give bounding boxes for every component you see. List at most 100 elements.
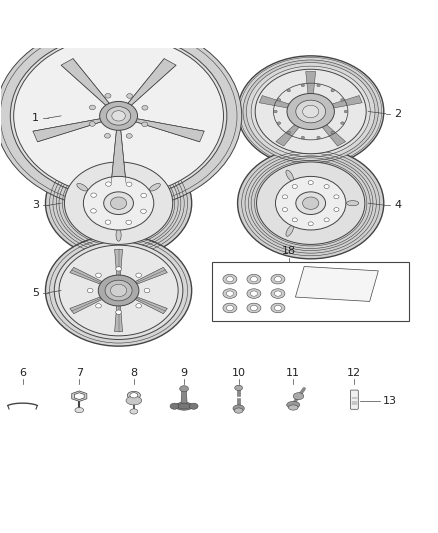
Text: 7: 7 [76, 368, 83, 378]
Ellipse shape [287, 93, 334, 130]
Polygon shape [276, 119, 304, 146]
Ellipse shape [98, 275, 139, 306]
Ellipse shape [271, 303, 285, 313]
Text: 9: 9 [180, 368, 187, 378]
Ellipse shape [286, 225, 293, 236]
Ellipse shape [149, 183, 160, 191]
Polygon shape [72, 391, 87, 401]
Ellipse shape [308, 181, 313, 184]
Polygon shape [61, 59, 111, 108]
Text: 3: 3 [32, 200, 39, 211]
Ellipse shape [257, 162, 365, 245]
Ellipse shape [14, 36, 223, 196]
Text: 13: 13 [383, 396, 397, 406]
Ellipse shape [141, 209, 146, 213]
Ellipse shape [47, 62, 190, 170]
Ellipse shape [142, 122, 148, 127]
Ellipse shape [112, 111, 125, 121]
Ellipse shape [106, 182, 111, 186]
Polygon shape [181, 389, 187, 403]
Ellipse shape [276, 176, 346, 230]
Ellipse shape [344, 110, 348, 113]
FancyBboxPatch shape [350, 390, 358, 409]
Ellipse shape [177, 403, 191, 409]
Ellipse shape [251, 66, 370, 157]
Ellipse shape [95, 273, 101, 277]
Ellipse shape [91, 193, 96, 197]
Ellipse shape [170, 403, 179, 409]
Ellipse shape [303, 106, 319, 118]
Ellipse shape [130, 409, 138, 414]
Polygon shape [132, 118, 204, 142]
Ellipse shape [247, 62, 375, 160]
Text: 4: 4 [395, 200, 402, 211]
Ellipse shape [234, 408, 243, 413]
Ellipse shape [301, 84, 304, 87]
Ellipse shape [180, 386, 188, 392]
Ellipse shape [127, 94, 133, 98]
Polygon shape [70, 294, 109, 314]
Ellipse shape [116, 310, 121, 314]
Ellipse shape [104, 133, 110, 138]
Text: 8: 8 [130, 368, 138, 378]
Ellipse shape [104, 192, 134, 214]
Polygon shape [295, 266, 378, 302]
Ellipse shape [237, 148, 384, 259]
Ellipse shape [271, 289, 285, 298]
Ellipse shape [293, 393, 304, 400]
Ellipse shape [303, 197, 319, 209]
Ellipse shape [126, 134, 132, 138]
Ellipse shape [116, 266, 121, 271]
Ellipse shape [110, 197, 127, 209]
Ellipse shape [255, 69, 366, 154]
Ellipse shape [136, 304, 141, 308]
Polygon shape [128, 268, 167, 287]
Polygon shape [306, 71, 316, 101]
Ellipse shape [251, 305, 258, 311]
Ellipse shape [275, 305, 282, 311]
Ellipse shape [223, 303, 237, 313]
Ellipse shape [95, 304, 101, 308]
Ellipse shape [287, 401, 300, 408]
Ellipse shape [275, 291, 282, 296]
Ellipse shape [89, 122, 95, 126]
Ellipse shape [296, 192, 325, 214]
Ellipse shape [141, 193, 147, 198]
Ellipse shape [277, 122, 281, 124]
Ellipse shape [283, 195, 287, 199]
Ellipse shape [46, 148, 192, 259]
Text: 12: 12 [347, 368, 361, 378]
Ellipse shape [77, 183, 88, 191]
Polygon shape [74, 393, 84, 400]
Polygon shape [259, 95, 299, 110]
Ellipse shape [277, 99, 281, 101]
Ellipse shape [334, 195, 339, 199]
Ellipse shape [324, 184, 329, 189]
Ellipse shape [105, 93, 111, 98]
Polygon shape [33, 118, 105, 142]
Ellipse shape [0, 22, 242, 209]
Ellipse shape [83, 176, 154, 230]
Ellipse shape [317, 136, 320, 139]
Ellipse shape [251, 277, 258, 282]
Ellipse shape [126, 182, 132, 187]
Polygon shape [323, 95, 362, 110]
Ellipse shape [296, 100, 325, 123]
Ellipse shape [235, 385, 243, 391]
Ellipse shape [105, 280, 132, 301]
Ellipse shape [233, 405, 244, 412]
Ellipse shape [110, 284, 127, 297]
Text: 6: 6 [19, 368, 26, 378]
Ellipse shape [237, 56, 384, 167]
Ellipse shape [292, 218, 297, 222]
Ellipse shape [286, 170, 293, 181]
Ellipse shape [99, 101, 138, 130]
Ellipse shape [126, 220, 131, 224]
Ellipse shape [59, 245, 178, 336]
Ellipse shape [144, 288, 150, 293]
Ellipse shape [324, 218, 329, 222]
Text: 2: 2 [395, 109, 402, 119]
Ellipse shape [251, 291, 258, 296]
Ellipse shape [175, 402, 193, 410]
Ellipse shape [243, 60, 378, 163]
